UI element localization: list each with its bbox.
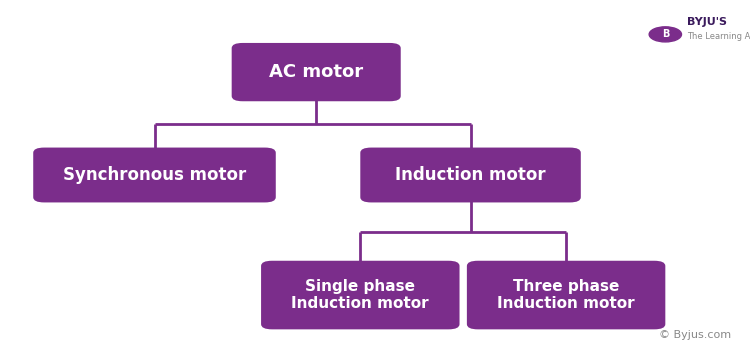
Text: © Byjus.com: © Byjus.com [659, 330, 731, 340]
FancyBboxPatch shape [232, 43, 400, 101]
FancyBboxPatch shape [33, 148, 276, 202]
Text: AC motor: AC motor [269, 63, 363, 81]
Text: Induction motor: Induction motor [395, 166, 546, 184]
Circle shape [650, 27, 682, 42]
FancyBboxPatch shape [360, 148, 580, 202]
Text: The Learning App: The Learning App [687, 32, 750, 41]
Text: B: B [662, 29, 669, 39]
FancyBboxPatch shape [261, 261, 460, 329]
Text: Three phase
Induction motor: Three phase Induction motor [497, 279, 635, 311]
Text: BYJU'S: BYJU'S [687, 18, 728, 27]
FancyBboxPatch shape [466, 261, 665, 329]
Text: Synchronous motor: Synchronous motor [63, 166, 246, 184]
Text: Single phase
Induction motor: Single phase Induction motor [292, 279, 429, 311]
